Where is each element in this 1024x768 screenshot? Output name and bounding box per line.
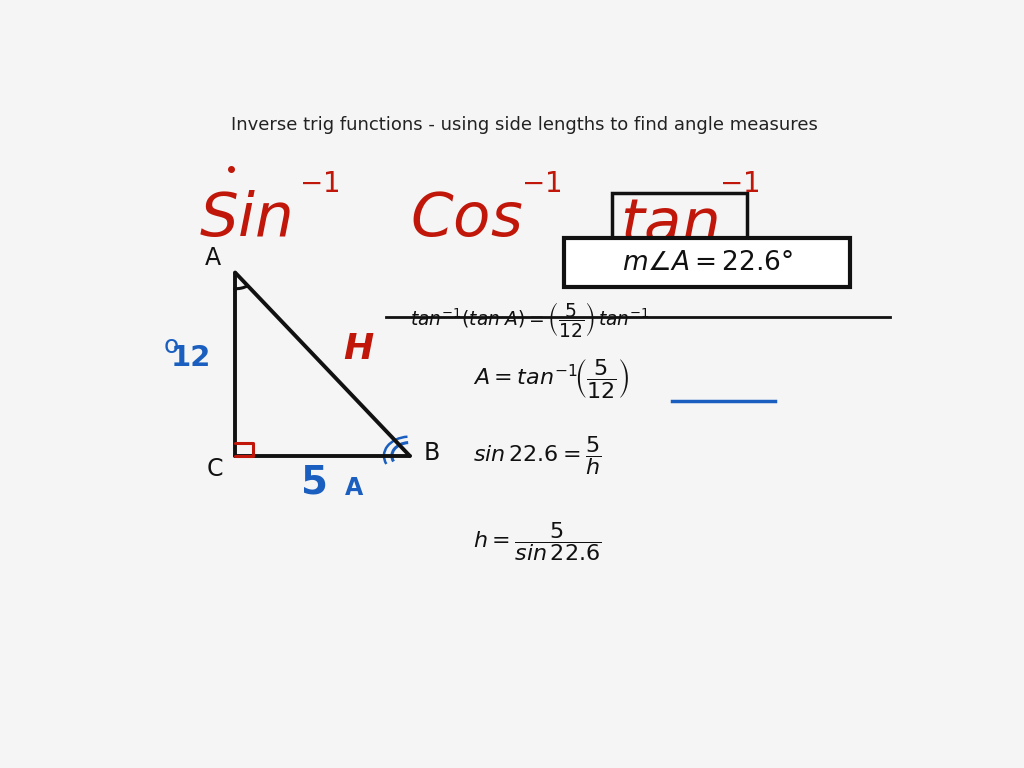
Text: $-1$: $-1$ [521, 170, 561, 198]
Text: $tan^{-1}(tan\;A) = \left(\dfrac{5}{12}\right)\,tan^{-1}$: $tan^{-1}(tan\;A) = \left(\dfrac{5}{12}\… [410, 300, 649, 339]
Text: B: B [424, 441, 440, 465]
FancyBboxPatch shape [564, 238, 850, 287]
Text: $-1$: $-1$ [299, 170, 339, 198]
Text: C: C [207, 457, 223, 481]
FancyBboxPatch shape [612, 193, 748, 258]
Text: $\it{tan}$: $\it{tan}$ [620, 196, 718, 255]
Text: A: A [205, 246, 221, 270]
Text: $sin\,22.6 = \dfrac{5}{h}$: $sin\,22.6 = \dfrac{5}{h}$ [473, 435, 602, 478]
Text: $\it{Cos}$: $\it{Cos}$ [410, 190, 522, 249]
Text: A: A [345, 476, 364, 501]
Text: H: H [343, 333, 374, 366]
Text: $\it{Sin}$: $\it{Sin}$ [200, 190, 292, 249]
Text: o: o [164, 334, 179, 359]
Text: $m\angle A = 22.6°$: $m\angle A = 22.6°$ [622, 250, 793, 276]
Text: Inverse trig functions - using side lengths to find angle measures: Inverse trig functions - using side leng… [231, 116, 818, 134]
Text: $A = tan^{-1}\!\left(\dfrac{5}{12}\right)$: $A = tan^{-1}\!\left(\dfrac{5}{12}\right… [473, 357, 630, 400]
Text: $-1$: $-1$ [719, 170, 760, 198]
Text: $h = \dfrac{5}{sin\,22.6}$: $h = \dfrac{5}{sin\,22.6}$ [473, 520, 602, 563]
Text: 5: 5 [301, 463, 328, 502]
Text: 12: 12 [171, 344, 211, 372]
